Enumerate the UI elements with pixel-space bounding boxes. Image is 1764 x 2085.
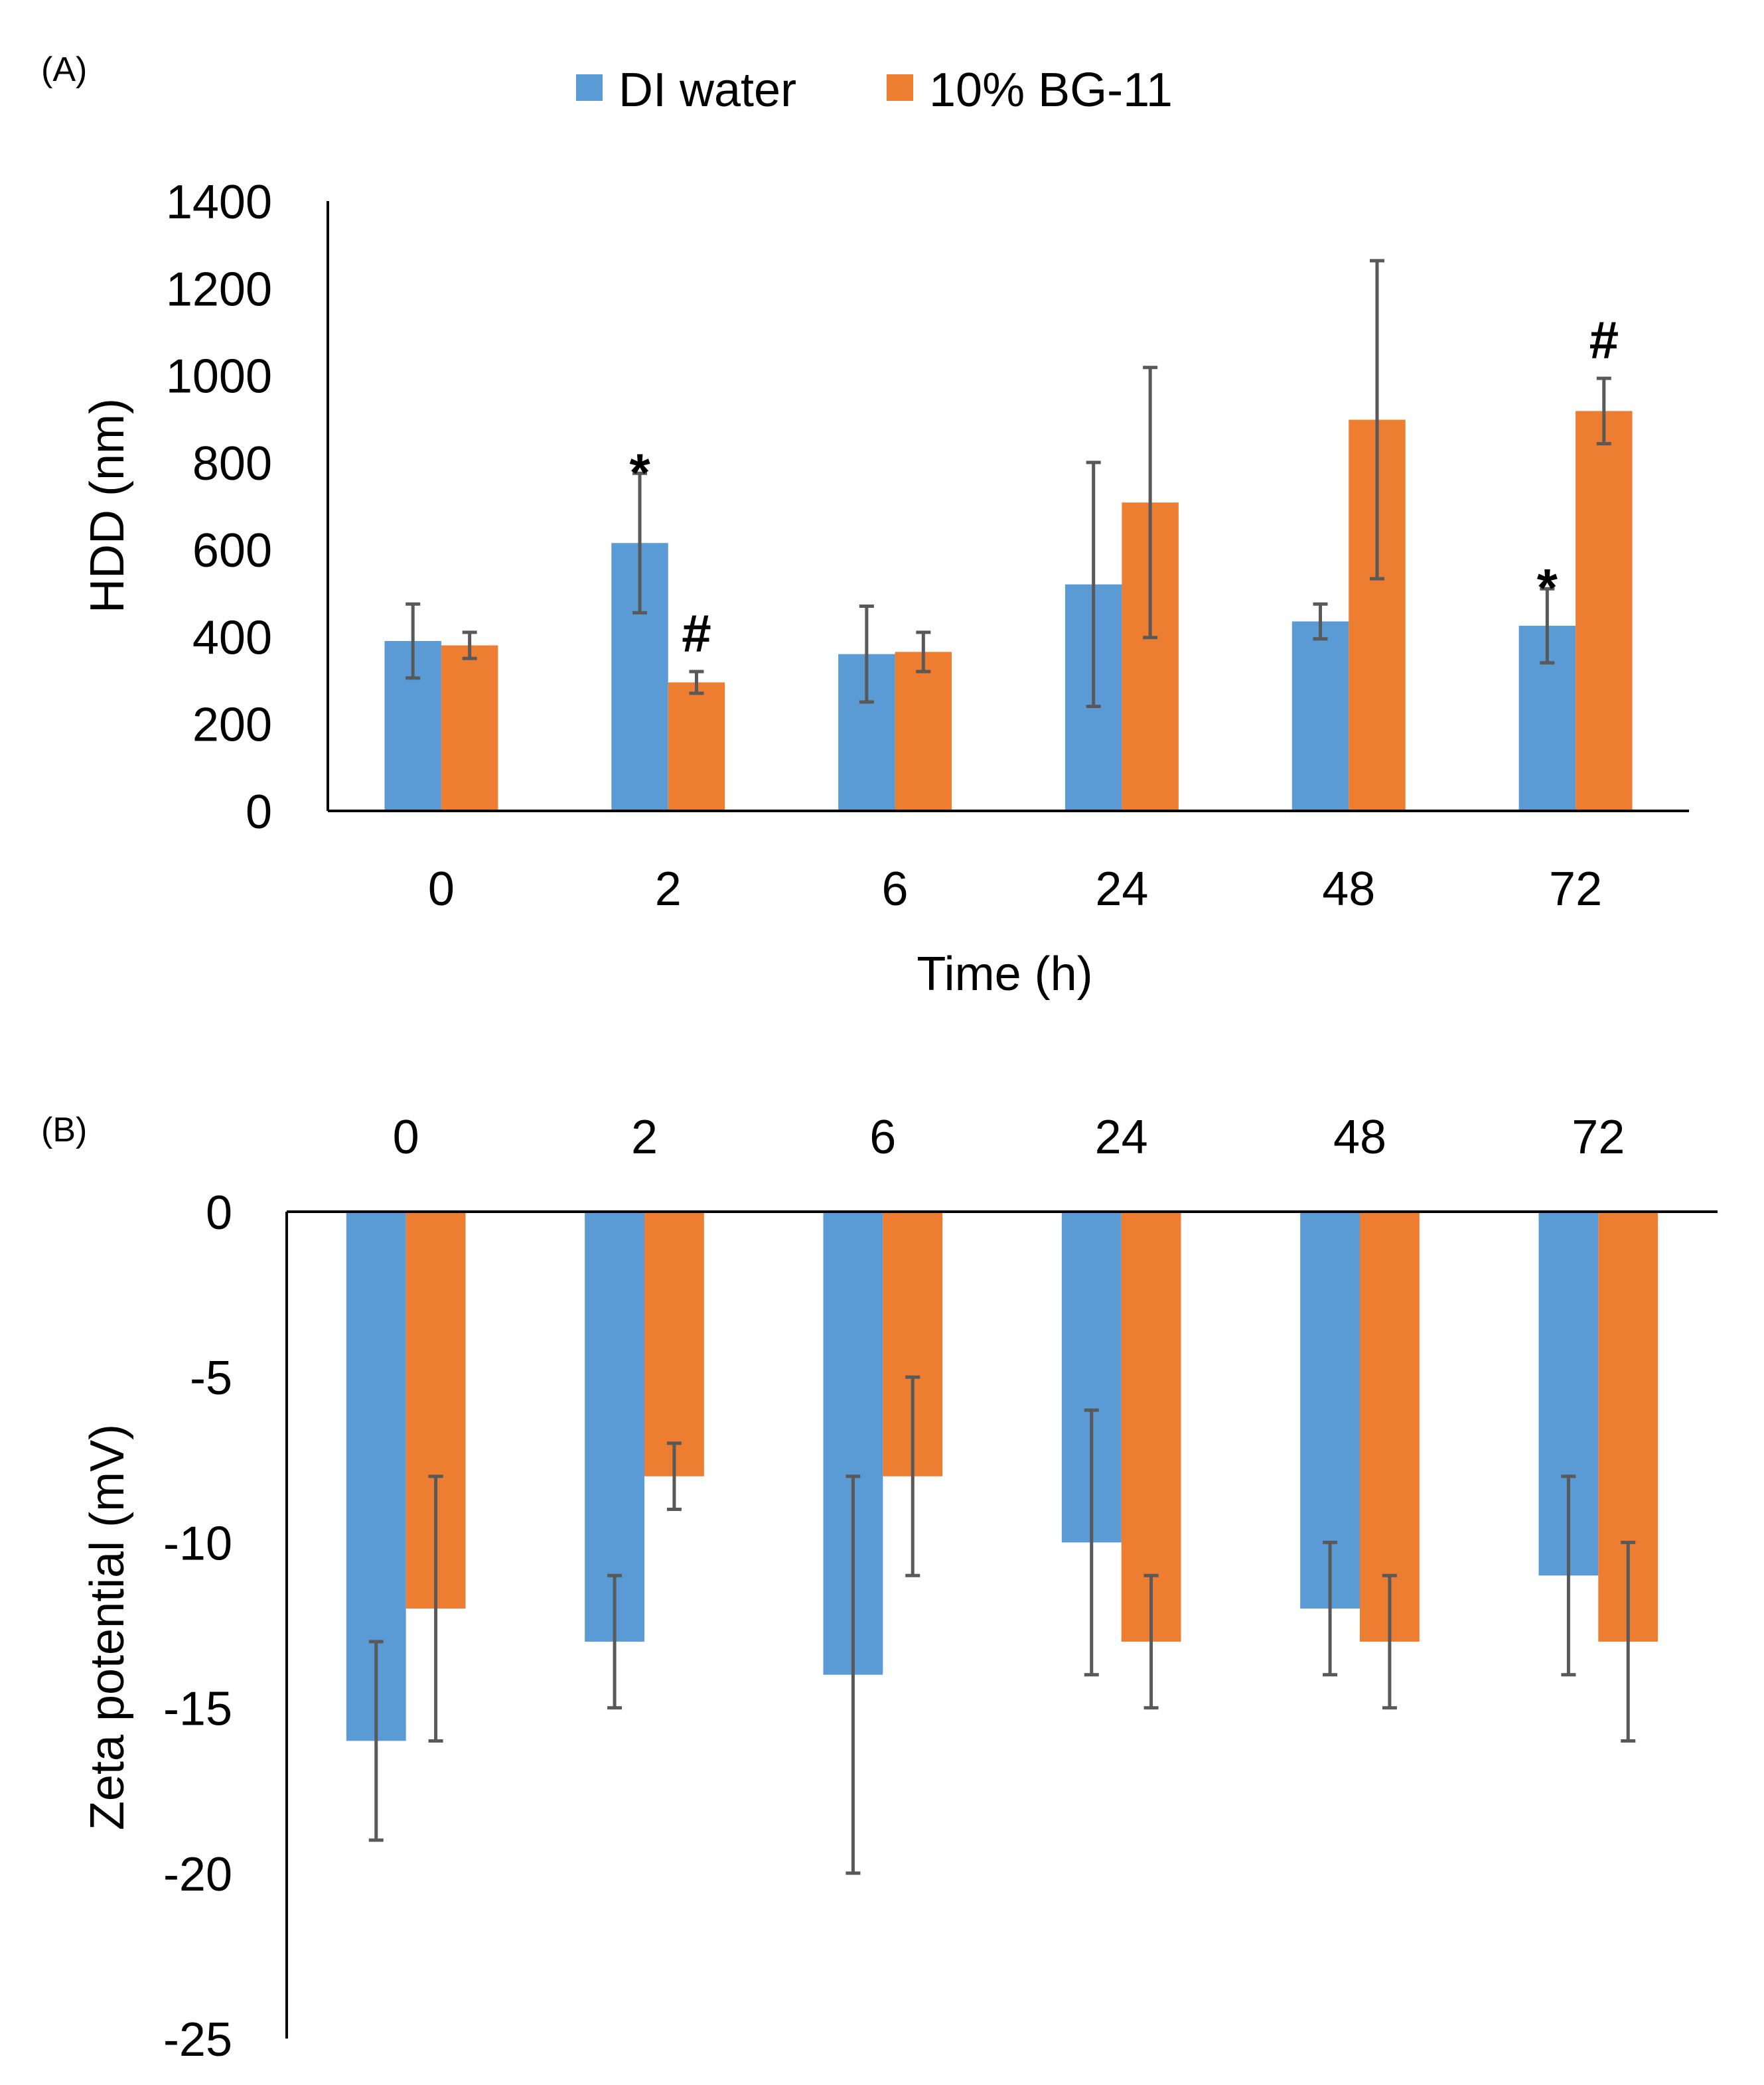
significance-mark: * [1537, 558, 1558, 617]
error-bar-10-bg-11-0 [462, 630, 477, 660]
legend-label-bg11: 10% BG-11 [929, 64, 1173, 117]
error-bar-di-water-0 [405, 602, 421, 680]
error-bar-di-water-6 [845, 1474, 861, 1875]
bar-10-bg-11-48 [1360, 1212, 1420, 1642]
error-bar-10-bg-11-48 [1382, 1573, 1397, 1710]
error-bars [368, 1375, 1636, 1875]
error-bar-di-water-6 [859, 604, 874, 704]
error-bar-di-water-48 [1313, 602, 1328, 641]
y-tick-label: -10 [163, 1517, 232, 1570]
bars [346, 1212, 1658, 1741]
y-tick-label: 1200 [166, 263, 272, 316]
panel-b-zeta-chart: (B) 0 -5 -10 -15 -20 -25 0 2 6 24 48 72 Zeta poten… [41, 1111, 1718, 2066]
y-tick-label: -25 [163, 2013, 232, 2066]
y-tick-label: -15 [163, 1683, 232, 1736]
legend-label-di-water: DI water [619, 64, 796, 117]
error-bar-di-water-72 [1540, 587, 1555, 665]
error-bars [405, 259, 1611, 708]
error-bar-10-bg-11-24 [1143, 366, 1158, 640]
error-bar-di-water-2 [632, 471, 648, 614]
x-axis-title: Time (h) [917, 948, 1092, 1001]
x-tick-label: 72 [1572, 1111, 1625, 1164]
bar-10-bg-11-2 [644, 1212, 704, 1476]
y-tick-label: 0 [206, 1186, 232, 1240]
panel-b-label: (B) [41, 1111, 87, 1149]
significance-marks: * # * # [629, 311, 1619, 663]
x-tick-label: 24 [1095, 863, 1148, 916]
significance-mark: * [629, 443, 650, 502]
bar-10-bg-11-6 [895, 652, 952, 811]
y-axis-ticks: 0 -5 -10 -15 -20 -25 [163, 1186, 232, 2066]
x-axis-ticks: 0 2 6 24 48 72 [393, 1111, 1625, 1164]
y-tick-label: 1000 [166, 350, 272, 403]
y-axis-ticks: 0 200 400 600 800 1000 1200 1400 [166, 176, 272, 839]
error-bar-di-water-72 [1561, 1474, 1576, 1677]
y-tick-label: 0 [246, 786, 272, 839]
panel-a-label: (A) [41, 50, 87, 89]
error-bar-10-bg-11-48 [1369, 259, 1384, 581]
error-bar-10-bg-11-6 [916, 630, 931, 674]
bar-10-bg-11-0 [441, 645, 498, 811]
y-axis-title: HDD (nm) [81, 398, 134, 613]
y-tick-label: -5 [190, 1352, 232, 1405]
panel-a-hdd-chart: (A) DI water 10% BG-11 0 200 400 600 800 1000… [41, 50, 1689, 1001]
x-tick-label: 72 [1549, 863, 1602, 916]
x-tick-label: 2 [655, 863, 682, 916]
error-bar-di-water-2 [607, 1573, 623, 1710]
x-tick-label: 2 [631, 1111, 658, 1164]
error-bar-di-water-24 [1086, 461, 1101, 708]
error-bar-10-bg-11-72 [1596, 376, 1611, 446]
bar-di-water-48 [1291, 621, 1349, 811]
legend-swatch-di-water [576, 74, 603, 101]
bar-10-bg-11-72 [1576, 411, 1633, 811]
error-bar-di-water-24 [1084, 1408, 1099, 1677]
y-tick-label: -20 [163, 1848, 232, 1901]
bars [384, 411, 1633, 811]
x-tick-label: 24 [1095, 1111, 1148, 1164]
error-bar-10-bg-11-72 [1621, 1540, 1636, 1743]
bar-10-bg-11-24 [1121, 1212, 1181, 1642]
y-tick-label: 1400 [166, 176, 272, 229]
y-axis-title: Zeta potential (mV) [81, 1424, 134, 1830]
bar-10-bg-11-2 [668, 682, 725, 811]
legend-swatch-bg11 [887, 74, 913, 101]
significance-mark: # [1589, 311, 1619, 370]
error-bar-10-bg-11-6 [905, 1375, 920, 1577]
x-tick-label: 48 [1333, 1111, 1386, 1164]
y-tick-label: 800 [192, 437, 272, 490]
y-tick-label: 600 [192, 524, 272, 577]
bar-di-water-2 [585, 1212, 644, 1642]
error-bar-10-bg-11-24 [1143, 1573, 1159, 1710]
error-bar-di-water-48 [1323, 1540, 1338, 1677]
x-tick-label: 48 [1322, 863, 1375, 916]
x-tick-label: 0 [428, 863, 455, 916]
x-tick-label: 6 [882, 863, 909, 916]
x-axis-ticks: 0 2 6 24 48 72 [428, 863, 1602, 916]
error-bar-10-bg-11-2 [689, 670, 704, 695]
x-tick-label: 0 [393, 1111, 419, 1164]
error-bar-10-bg-11-2 [666, 1441, 682, 1512]
significance-mark: # [682, 604, 711, 663]
y-tick-label: 200 [192, 699, 272, 752]
error-bar-10-bg-11-0 [428, 1474, 443, 1743]
y-tick-label: 400 [192, 611, 272, 664]
error-bar-di-water-0 [368, 1640, 384, 1842]
x-tick-label: 6 [869, 1111, 896, 1164]
legend: DI water 10% BG-11 [576, 64, 1173, 117]
